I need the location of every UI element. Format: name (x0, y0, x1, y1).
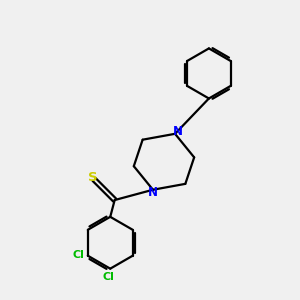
Text: N: N (148, 186, 158, 199)
Text: Cl: Cl (73, 250, 84, 260)
Text: Cl: Cl (103, 272, 115, 282)
Text: S: S (88, 172, 98, 184)
Text: N: N (172, 125, 182, 138)
